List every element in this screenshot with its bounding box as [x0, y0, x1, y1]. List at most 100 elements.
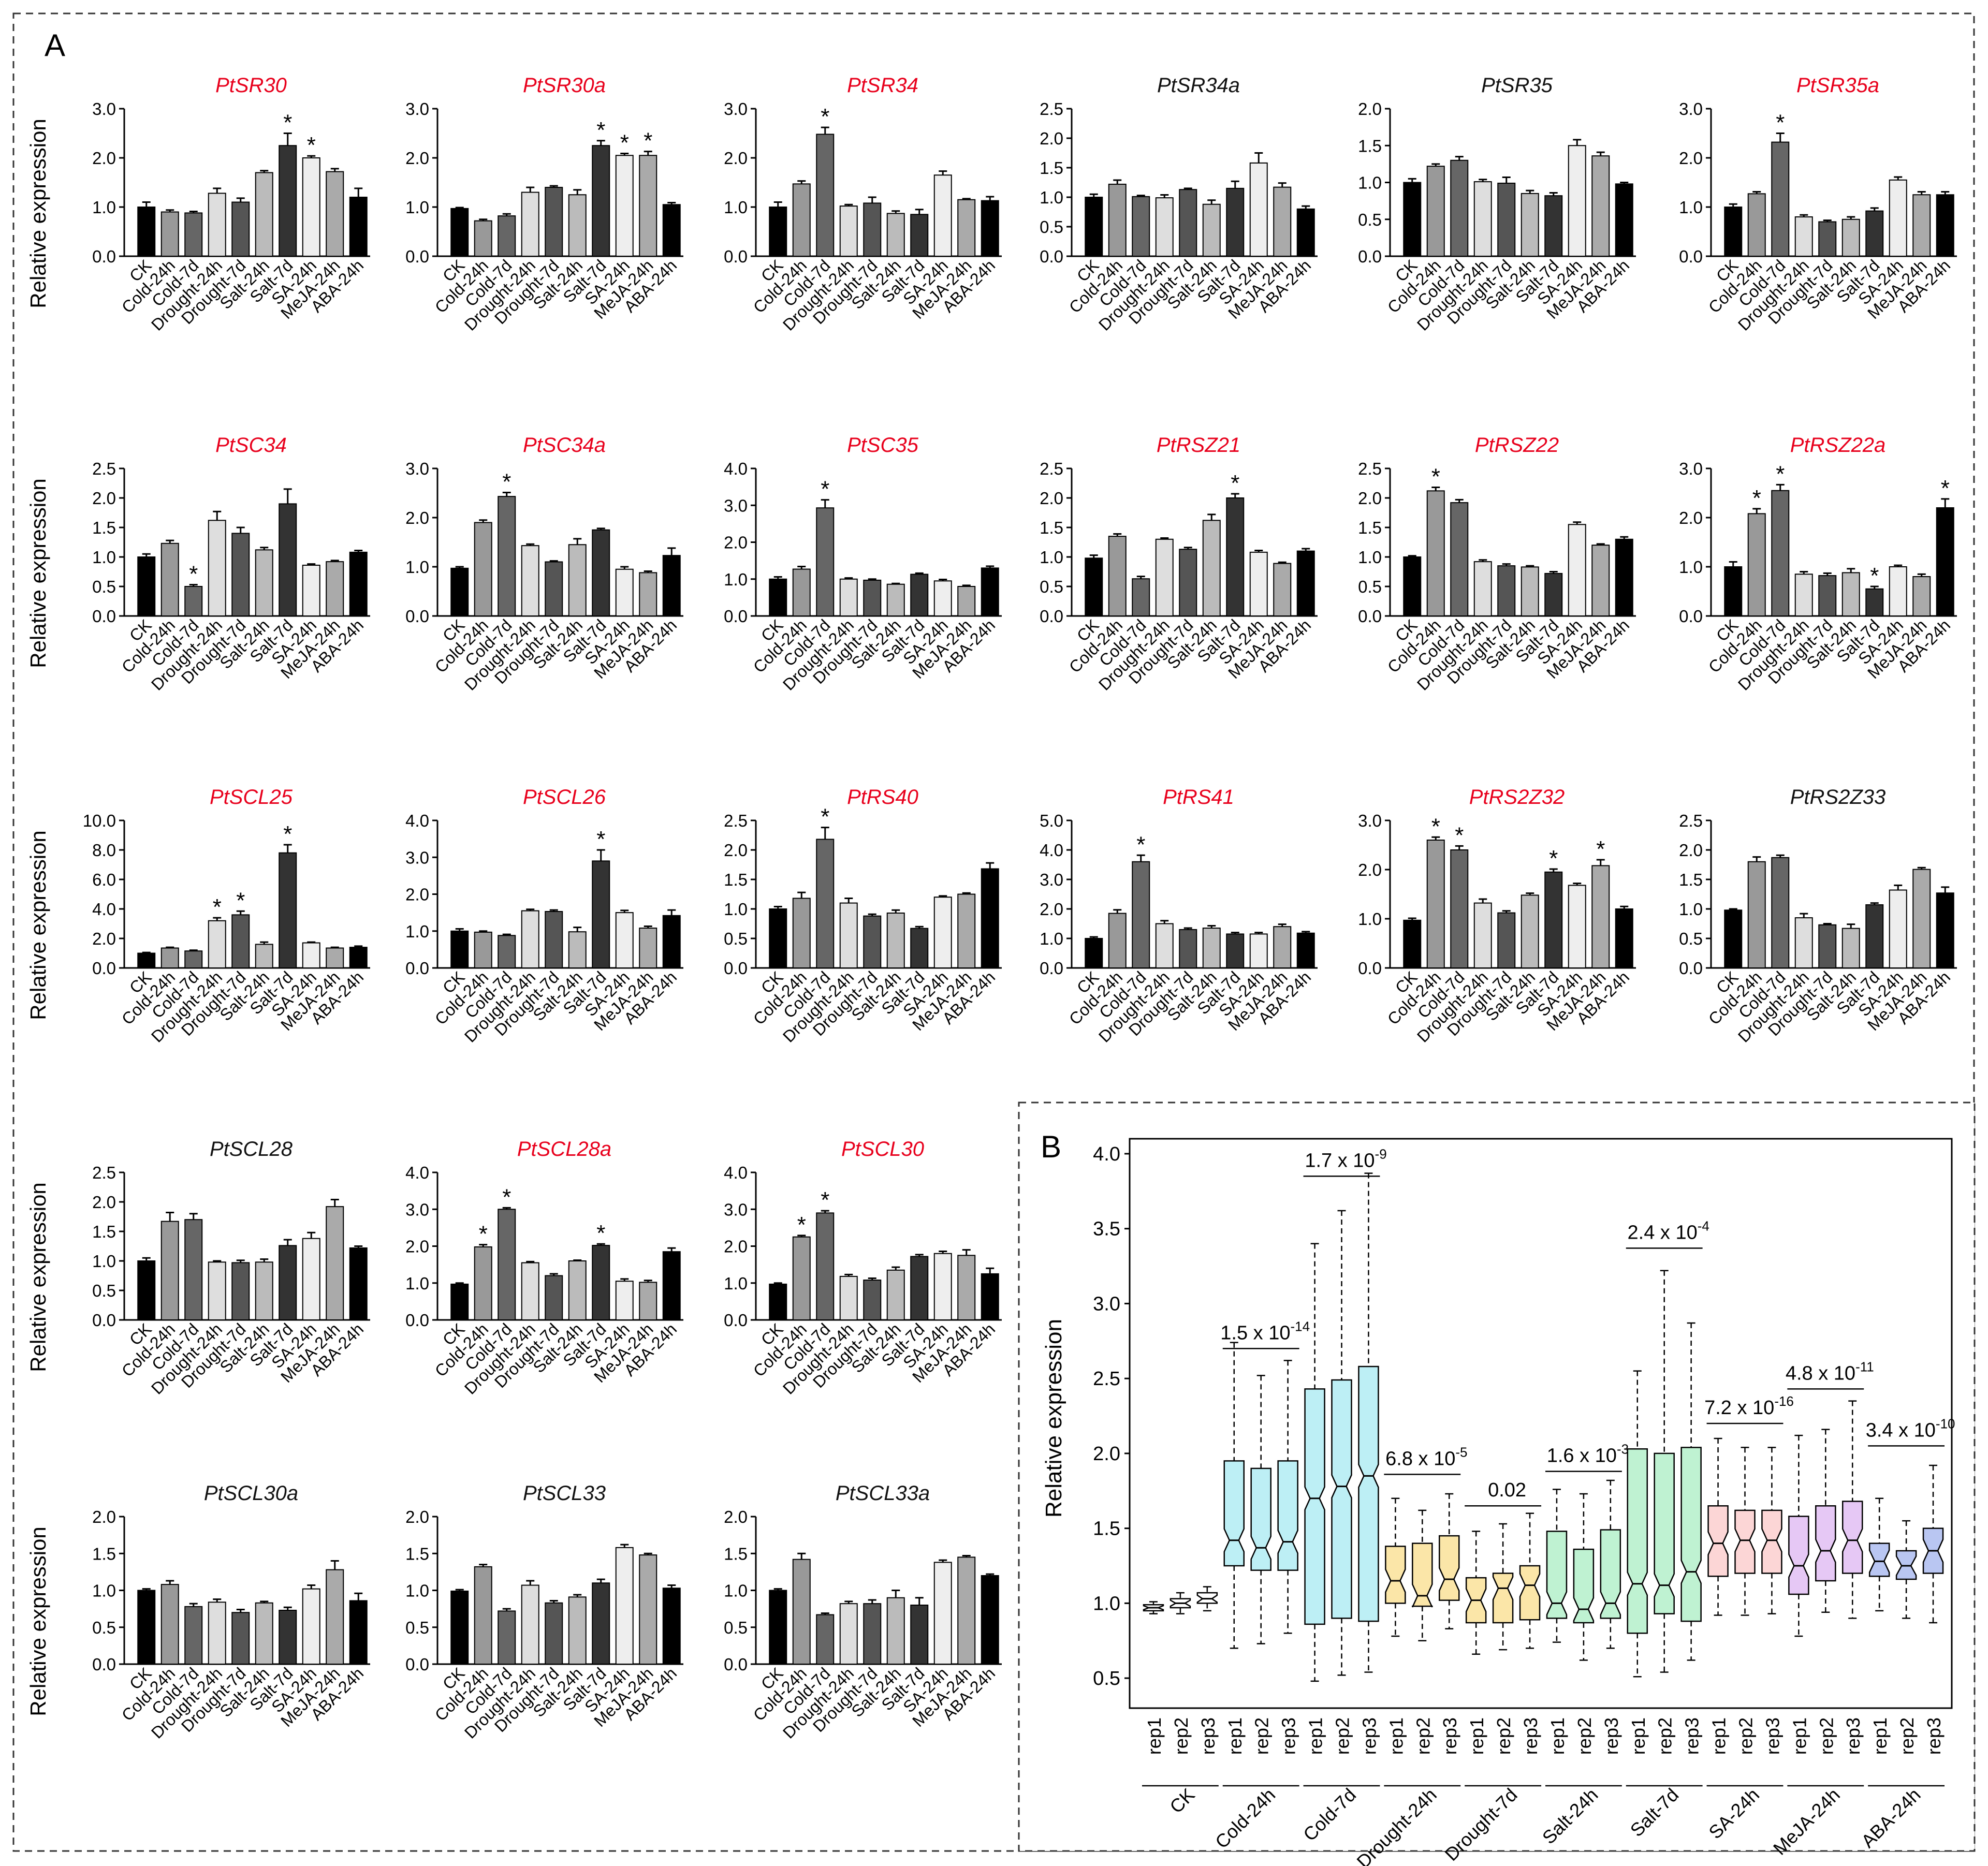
notched-box [1573, 1548, 1595, 1624]
bar-CK [1085, 557, 1103, 617]
y-tick-label: 2.0 [1679, 149, 1703, 168]
bar-Cold-7d [816, 839, 835, 968]
bar-ABA-24h [349, 1600, 368, 1665]
y-tick-label: 0.5 [1040, 577, 1063, 596]
box-Salt-7d-rep1: rep1 [1627, 1370, 1649, 1755]
p-value-base: 6.8 x 10 [1385, 1448, 1455, 1470]
bar-Drought-24h [1473, 561, 1492, 616]
bar-chart-PtSR34: PtSR340.01.02.03.0CKCold-24h*Cold-7dDrou… [724, 74, 1002, 334]
bar-Cold-24h [792, 1236, 811, 1320]
bar-Cold-7d [184, 586, 203, 616]
bar-Drought-7d [545, 1602, 563, 1665]
y-tick-label: 0.0 [724, 247, 748, 266]
p-value-MeJA-24h: 4.8 x 10-11 [1786, 1359, 1874, 1390]
y-tick-label: 0.0 [724, 959, 748, 978]
notched-box [1627, 1448, 1648, 1634]
bar-ABA-24h [1615, 183, 1633, 257]
rep-label: rep1 [1869, 1717, 1891, 1755]
bar-Salt-24h [255, 172, 273, 257]
bar-CK [1724, 566, 1743, 616]
bar-SA-24h [1889, 179, 1907, 257]
y-tick-label: 2.0 [92, 1193, 116, 1212]
rep-label: rep1 [1385, 1717, 1407, 1755]
box-Drought-24h-rep1: rep1 [1385, 1497, 1407, 1755]
y-tick-label: 0.0 [405, 1311, 429, 1330]
rep-label: rep2 [1816, 1717, 1837, 1755]
bar-Cold-7d [816, 507, 835, 616]
bar-ABA-24h [981, 868, 999, 968]
y-tick-label: 2.0 [92, 489, 116, 508]
box-Salt-24h-rep2: rep2 [1573, 1493, 1595, 1755]
significance-star: * [502, 1184, 511, 1210]
p-value-exponent: -11 [1855, 1359, 1874, 1374]
bar-ABA-24h [662, 555, 681, 617]
chart-title: PtSR34 [847, 74, 918, 97]
y-tick-label: 1.0 [92, 198, 116, 217]
rep-label: rep1 [1224, 1717, 1246, 1755]
bar-chart-PtRSZ22a: PtRSZ22a0.01.02.03.0CK*Cold-24h*Cold-7dD… [1679, 434, 1957, 694]
y-tick-label: 1.0 [405, 922, 429, 941]
significance-star: * [821, 1187, 829, 1213]
bar-chart-PtSCL30: PtSCL300.01.02.03.04.0CK*Cold-24h*Cold-7… [724, 1138, 1002, 1398]
y-axis-label: Relative expression [26, 1182, 50, 1372]
y-tick-label: 3.0 [405, 99, 429, 119]
y-tick-label: 0.5 [405, 1618, 429, 1637]
y-tick-label: 2.0 [92, 1507, 116, 1526]
bar-Drought-24h [521, 192, 539, 257]
y-tick-label: 2.5 [1040, 99, 1063, 119]
box-Drought-24h-rep2: rep2 [1412, 1509, 1434, 1755]
box-Cold-24h-rep1: rep1 [1223, 1342, 1246, 1755]
notched-box [1519, 1565, 1541, 1621]
y-tick-label: 0.0 [1679, 959, 1703, 978]
notched-box [1223, 1460, 1245, 1567]
chart-title: PtSR30a [523, 74, 606, 97]
bar-MeJA-24h [1273, 926, 1292, 968]
bar-Cold-7d [1771, 490, 1790, 616]
p-value-label: 2.4 x 10-4 [1628, 1218, 1709, 1243]
bar-Cold-24h [1108, 183, 1127, 257]
y-tick-label: 2.0 [1358, 860, 1382, 879]
box-Cold-24h-rep3: rep3 [1277, 1360, 1299, 1755]
bar-chart-PtRS40: PtRS400.00.51.01.52.02.5CKCold-24h*Cold-… [724, 786, 1002, 1046]
bar-Salt-7d [592, 1582, 610, 1665]
notched-box [1761, 1509, 1782, 1574]
significance-star: * [479, 1222, 488, 1247]
y-axis-label: Relative expression [26, 1526, 50, 1716]
bar-Salt-7d [1544, 871, 1563, 968]
bar-Salt-7d [910, 214, 929, 257]
box-Cold-24h-rep2: rep2 [1250, 1375, 1273, 1755]
y-axis-label: Relative expression [26, 830, 50, 1020]
bar-chart-PtSR30: PtSR300.01.02.03.0CKCold-24hCold-7dDroug… [92, 74, 370, 334]
bar-ABA-24h [349, 1247, 368, 1320]
y-tick-label: 1.0 [92, 1252, 116, 1271]
bar-Salt-7d [279, 852, 297, 968]
significance-star: * [1776, 110, 1785, 136]
box-CK-rep1: rep1 [1143, 1601, 1165, 1755]
bar-CK [769, 1590, 787, 1665]
y-tick-label: 2.0 [724, 533, 748, 552]
y-tick-label: 0.0 [1358, 247, 1382, 266]
p-value-label: 3.4 x 10-10 [1866, 1416, 1955, 1441]
bar-Cold-24h [160, 542, 179, 617]
notched-box [1546, 1531, 1568, 1619]
bar-Salt-24h [886, 583, 905, 616]
bar-MeJA-24h [957, 893, 976, 968]
rep-label: rep2 [1735, 1717, 1757, 1755]
bar-CK [137, 1260, 156, 1320]
bar-Salt-24h [568, 544, 587, 616]
notched-box [1492, 1573, 1514, 1624]
rep-label: rep1 [1789, 1717, 1810, 1755]
bar-Drought-24h [521, 910, 539, 968]
bar-ABA-24h [1936, 194, 1954, 257]
rep-label: rep2 [1493, 1717, 1514, 1755]
notched-box [1358, 1365, 1379, 1622]
p-value-Drought-24h: 6.8 x 10-5 [1384, 1444, 1467, 1475]
bar-Cold-7d [1132, 578, 1150, 617]
chart-title: PtSCL30a [204, 1482, 298, 1505]
bar-chart-PtSCL25: PtSCL250.02.04.06.08.010.0CKCold-24hCold… [83, 786, 370, 1046]
rep-label: rep3 [1520, 1717, 1541, 1755]
bar-Cold-7d [184, 1219, 203, 1320]
bar-Salt-24h [568, 1260, 587, 1320]
y-tick-label: 1.5 [92, 518, 116, 537]
chart-title: PtSCL33 [523, 1482, 606, 1505]
